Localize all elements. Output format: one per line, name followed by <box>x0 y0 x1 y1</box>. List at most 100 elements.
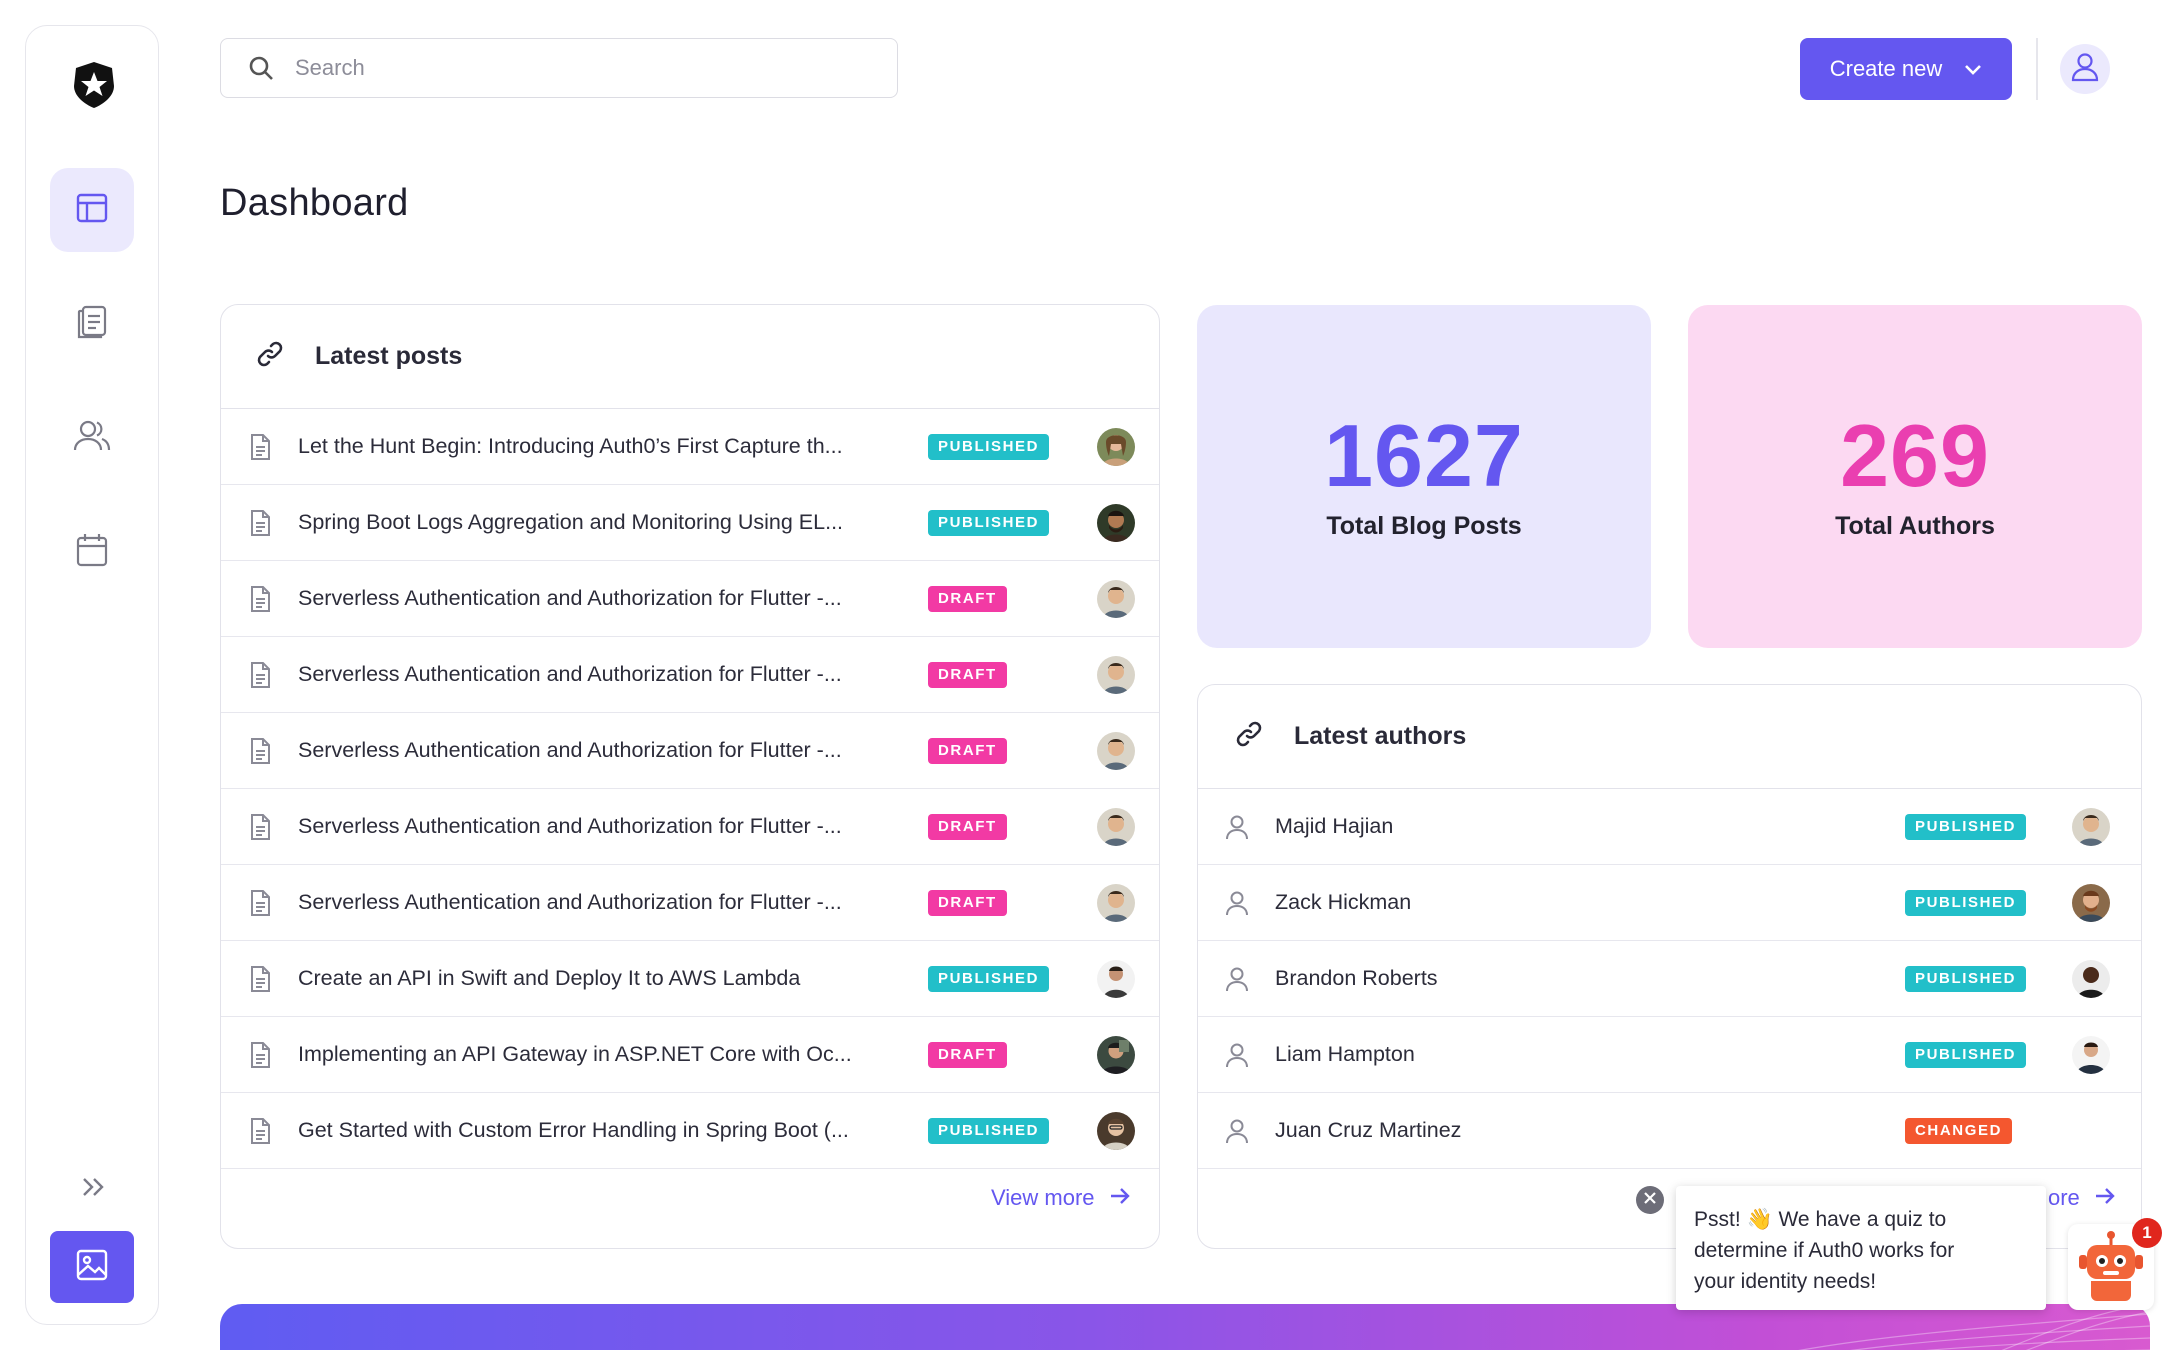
post-title[interactable]: Get Started with Custom Error Handling i… <box>298 1118 849 1142</box>
post-title[interactable]: Let the Hunt Begin: Introducing Auth0’s … <box>298 434 843 458</box>
author-name[interactable]: Juan Cruz Martinez <box>1275 1118 1462 1142</box>
dashboard-icon <box>75 191 109 230</box>
latest-authors-card: Latest authors Majid Hajian PUBLISHED Za… <box>1197 684 2142 1249</box>
status-badge: PUBLISHED <box>1905 813 2027 840</box>
view-more-posts-link[interactable]: View more <box>991 1185 1131 1211</box>
author-row[interactable]: Brandon Roberts PUBLISHED <box>1198 941 2141 1017</box>
author-avatar[interactable] <box>2072 807 2110 846</box>
nav-posts[interactable] <box>50 282 134 366</box>
author-name[interactable]: Majid Hajian <box>1275 814 1394 838</box>
promo-banner[interactable] <box>220 1304 2150 1350</box>
status-badge: CHANGED <box>1905 1117 2013 1144</box>
latest-authors-header: Latest authors <box>1198 685 2141 789</box>
author-row[interactable]: Liam Hampton PUBLISHED <box>1198 1017 2141 1093</box>
expand-sidebar-button[interactable] <box>76 1171 112 1207</box>
post-row[interactable]: Serverless Authentication and Authorizat… <box>221 865 1159 941</box>
author-name[interactable]: Brandon Roberts <box>1275 966 1438 990</box>
calendar-icon <box>75 532 109 573</box>
search-input[interactable] <box>295 55 855 81</box>
user-avatar-icon <box>2071 52 2099 87</box>
post-row[interactable]: Serverless Authentication and Authorizat… <box>221 637 1159 713</box>
user-menu-button[interactable] <box>2060 44 2110 94</box>
document-icon <box>247 1041 275 1069</box>
author-avatar[interactable] <box>1097 731 1135 770</box>
popup-line-1: Psst! 👋 We have a quiz to <box>1694 1208 1947 1231</box>
document-icon <box>247 813 275 841</box>
post-title[interactable]: Create an API in Swift and Deploy It to … <box>298 966 801 990</box>
document-icon <box>247 889 275 917</box>
total-authors-card[interactable]: 269 Total Authors <box>1688 305 2142 648</box>
document-icon <box>247 965 275 993</box>
author-avatar[interactable] <box>1097 807 1135 846</box>
status-badge: PUBLISHED <box>1905 1041 2027 1068</box>
post-row[interactable]: Serverless Authentication and Authorizat… <box>221 789 1159 865</box>
post-title[interactable]: Serverless Authentication and Authorizat… <box>298 890 842 914</box>
total-blog-posts-label: Total Blog Posts <box>1326 512 1522 540</box>
author-row[interactable]: Majid Hajian PUBLISHED <box>1198 789 2141 865</box>
author-avatar[interactable] <box>1097 1035 1135 1074</box>
author-avatar[interactable] <box>1097 503 1135 542</box>
status-badge: PUBLISHED <box>928 1117 1050 1144</box>
post-row[interactable]: Let the Hunt Begin: Introducing Auth0’s … <box>221 409 1159 485</box>
person-icon <box>1224 1117 1252 1145</box>
status-badge: DRAFT <box>928 1041 1007 1068</box>
post-row[interactable]: Get Started with Custom Error Handling i… <box>221 1093 1159 1169</box>
author-avatar[interactable] <box>2072 883 2110 922</box>
author-avatar[interactable] <box>1097 959 1135 998</box>
post-title[interactable]: Serverless Authentication and Authorizat… <box>298 586 842 610</box>
total-authors-value: 269 <box>1840 406 1990 505</box>
link-icon <box>255 339 285 374</box>
post-title[interactable]: Serverless Authentication and Authorizat… <box>298 662 842 686</box>
document-icon <box>247 1117 275 1145</box>
status-badge: DRAFT <box>928 737 1007 764</box>
popup-close-button[interactable] <box>1636 1186 1664 1214</box>
author-avatar[interactable] <box>1097 1111 1135 1150</box>
search-bar[interactable] <box>220 38 898 98</box>
document-icon <box>247 509 275 537</box>
post-title[interactable]: Serverless Authentication and Authorizat… <box>298 814 842 838</box>
view-more-label: View more <box>991 1185 1095 1210</box>
author-avatar[interactable] <box>1097 579 1135 618</box>
nav-dashboard[interactable] <box>50 168 134 252</box>
page-title: Dashboard <box>220 182 409 224</box>
author-row[interactable]: Zack Hickman PUBLISHED <box>1198 865 2141 941</box>
status-badge: PUBLISHED <box>928 509 1050 536</box>
create-new-button[interactable]: Create new <box>1800 38 2012 100</box>
author-avatar[interactable] <box>1097 883 1135 922</box>
post-title[interactable]: Serverless Authentication and Authorizat… <box>298 738 842 762</box>
quiz-popup[interactable]: Psst! 👋 We have a quiz to determine if A… <box>1676 1186 2046 1310</box>
post-row[interactable]: Serverless Authentication and Authorizat… <box>221 713 1159 789</box>
post-title[interactable]: Implementing an API Gateway in ASP.NET C… <box>298 1042 852 1066</box>
post-row[interactable]: Spring Boot Logs Aggregation and Monitor… <box>221 485 1159 561</box>
post-row[interactable]: Create an API in Swift and Deploy It to … <box>221 941 1159 1017</box>
users-icon <box>73 419 111 458</box>
status-badge: PUBLISHED <box>928 433 1050 460</box>
status-badge: PUBLISHED <box>928 965 1050 992</box>
person-icon <box>1224 889 1252 917</box>
nav-calendar[interactable] <box>50 510 134 594</box>
nav-authors[interactable] <box>50 396 134 480</box>
status-badge: DRAFT <box>928 585 1007 612</box>
header-divider <box>2036 38 2038 100</box>
popup-line-2: determine if Auth0 works for <box>1694 1239 1955 1262</box>
view-more-authors-link[interactable]: ore <box>2048 1185 2116 1211</box>
author-avatar[interactable] <box>1097 427 1135 466</box>
author-name[interactable]: Liam Hampton <box>1275 1042 1415 1066</box>
author-row[interactable]: Juan Cruz Martinez CHANGED <box>1198 1093 2141 1169</box>
total-blog-posts-card[interactable]: 1627 Total Blog Posts <box>1197 305 1651 648</box>
auth0-logo-icon[interactable] <box>70 59 118 111</box>
post-row[interactable]: Implementing an API Gateway in ASP.NET C… <box>221 1017 1159 1093</box>
document-icon <box>247 585 275 613</box>
latest-posts-card: Latest posts Let the Hunt Begin: Introdu… <box>220 304 1160 1249</box>
post-title[interactable]: Spring Boot Logs Aggregation and Monitor… <box>298 510 844 534</box>
post-row[interactable]: Serverless Authentication and Authorizat… <box>221 561 1159 637</box>
sidebar <box>25 25 159 1325</box>
document-icon <box>247 661 275 689</box>
media-button[interactable] <box>50 1231 134 1303</box>
latest-authors-title: Latest authors <box>1294 722 1467 750</box>
author-avatar[interactable] <box>2072 959 2110 998</box>
status-badge: PUBLISHED <box>1905 965 2027 992</box>
author-avatar[interactable] <box>2072 1035 2110 1074</box>
author-avatar[interactable] <box>1097 655 1135 694</box>
author-name[interactable]: Zack Hickman <box>1275 890 1412 914</box>
